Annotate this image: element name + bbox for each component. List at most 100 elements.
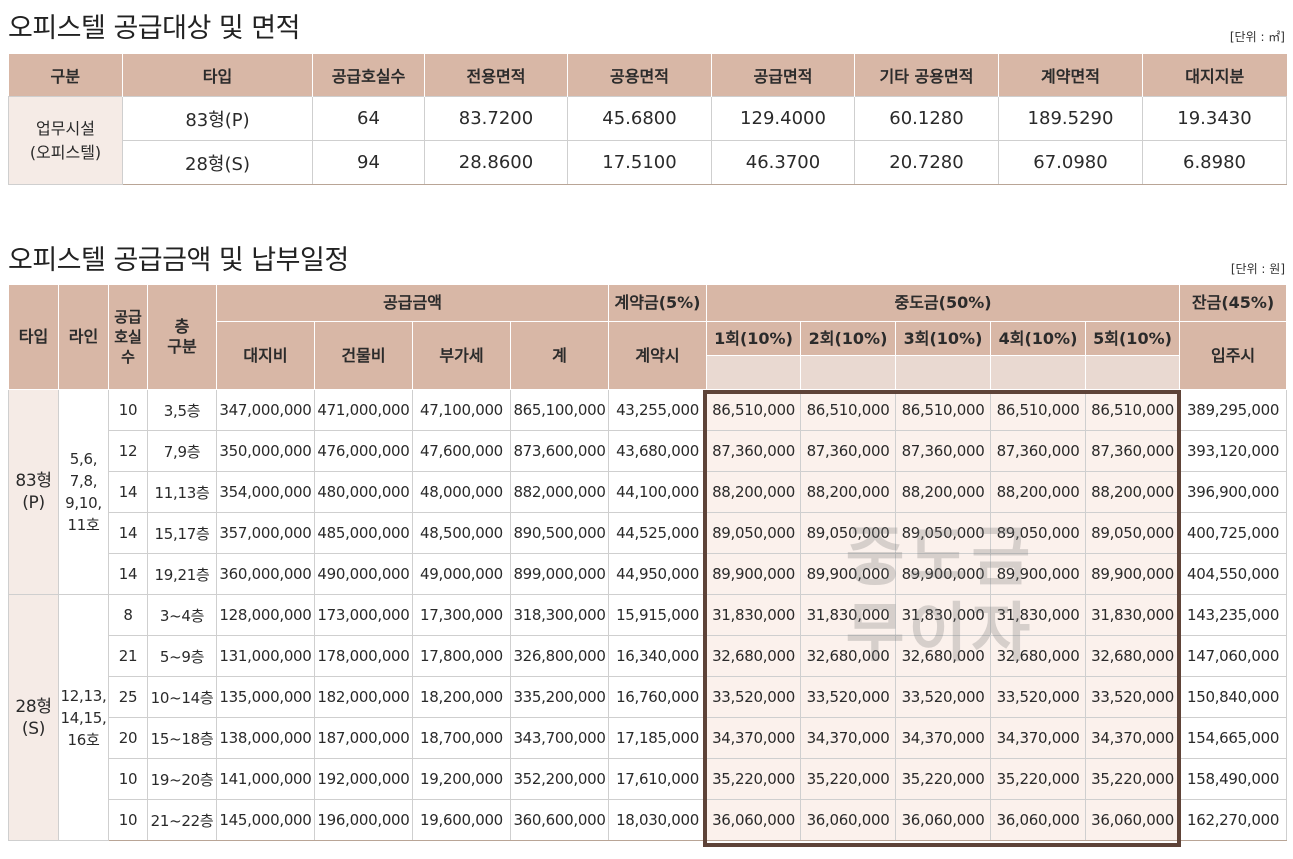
table-cell: 485,000,000 — [314, 512, 413, 554]
table-row: 14 11,13층 354,000,000 480,000,000 48,000,000… — [9, 471, 1288, 513]
table-cell: 18,030,000 — [608, 799, 708, 841]
table-cell: 11,13층 — [147, 471, 217, 513]
table-cell: 31,830,000 — [895, 594, 992, 636]
table-cell: 357,000,000 — [216, 512, 315, 554]
table-cell: 88,200,000 — [800, 471, 897, 513]
col-header: 공용면적 — [567, 54, 712, 97]
col-header: 계약면적 — [998, 54, 1143, 97]
table-cell: 88,200,000 — [990, 471, 1087, 513]
table-cell: 15,17층 — [147, 512, 217, 554]
col-header: 기타 공용면적 — [854, 54, 999, 97]
table-cell: 154,665,000 — [1179, 717, 1288, 759]
table-cell: 89,050,000 — [1085, 512, 1181, 554]
table-cell: 5~9층 — [147, 635, 217, 677]
table-cell: 35,220,000 — [800, 758, 897, 800]
table-cell: 89,050,000 — [990, 512, 1087, 554]
table-cell: 35,220,000 — [895, 758, 992, 800]
col-header-blank — [895, 355, 992, 390]
table-cell: 44,525,000 — [608, 512, 708, 554]
table-cell: 33,520,000 — [1085, 676, 1181, 718]
table-row: 12 7,9층 350,000,000 476,000,000 47,600,000 87… — [9, 430, 1288, 472]
table-cell: 88,200,000 — [895, 471, 992, 513]
col-header-building: 건물비 — [314, 321, 413, 390]
table-cell: 131,000,000 — [216, 635, 315, 677]
table-row: 업무시설 (오피스텔) 83형(P) 64 83.7200 45.6800 12… — [8, 96, 1287, 185]
area-table-header: 구분 타입 공급호실수 전용면적 공용면적 공급면적 기타 공용면적 계약면적 … — [8, 54, 1287, 97]
table-cell: 47,100,000 — [412, 389, 511, 431]
type-cell: 83형 (P) — [8, 389, 59, 595]
table-cell: 89,900,000 — [895, 553, 992, 595]
col-header-total: 계 — [509, 321, 610, 390]
table-cell: 18,200,000 — [412, 676, 511, 718]
table-cell: 20 — [108, 717, 148, 759]
table-cell: 17,610,000 — [608, 758, 708, 800]
col-header-blank — [706, 355, 802, 390]
section2-title: 오피스텔 공급금액 및 납부일정 — [8, 245, 349, 276]
col-header-m1: 1회(10%) — [706, 321, 802, 356]
table-cell: 10 — [108, 758, 148, 800]
table-cell: 89,050,000 — [706, 512, 802, 554]
table-cell: 16,760,000 — [608, 676, 708, 718]
table-cell: 476,000,000 — [314, 430, 413, 472]
table-cell: 32,680,000 — [706, 635, 802, 677]
table-cell: 326,800,000 — [509, 635, 610, 677]
table-row: 21 5~9층 131,000,000 178,000,000 17,800,000 32… — [9, 635, 1288, 677]
col-header: 공급호실수 — [312, 54, 425, 97]
table-cell: 86,510,000 — [895, 389, 992, 431]
table-cell: 865,100,000 — [509, 389, 610, 431]
table-cell: 48,500,000 — [412, 512, 511, 554]
table-cell: 33,520,000 — [800, 676, 897, 718]
table-cell: 32,680,000 — [800, 635, 897, 677]
table-cell: 49,000,000 — [412, 553, 511, 595]
table-cell: 196,000,000 — [314, 799, 413, 841]
col-header-m4: 4회(10%) — [990, 321, 1087, 356]
table-cell: 34,370,000 — [800, 717, 897, 759]
table-cell: 46.3700 — [711, 140, 855, 185]
col-header-balance-sub: 입주시 — [1179, 321, 1288, 390]
table-cell: 48,000,000 — [412, 471, 511, 513]
col-header-m3: 3회(10%) — [895, 321, 992, 356]
table-cell: 35,220,000 — [1085, 758, 1181, 800]
table-cell: 135,000,000 — [216, 676, 315, 718]
table-cell: 64 — [312, 96, 425, 141]
table-cell: 32,680,000 — [990, 635, 1087, 677]
table-cell: 86,510,000 — [990, 389, 1087, 431]
table-cell: 480,000,000 — [314, 471, 413, 513]
table-cell: 182,000,000 — [314, 676, 413, 718]
table-cell: 899,000,000 — [509, 553, 610, 595]
table-cell: 19,200,000 — [412, 758, 511, 800]
table-cell: 347,000,000 — [216, 389, 315, 431]
table-cell: 14 — [108, 553, 148, 595]
col-header-deposit: 계약금(5%) — [608, 284, 708, 322]
table-cell: 145,000,000 — [216, 799, 315, 841]
table-cell: 873,600,000 — [509, 430, 610, 472]
table-cell: 45.6800 — [567, 96, 712, 141]
table-cell: 3,5층 — [147, 389, 217, 431]
table-cell: 20.7280 — [854, 140, 999, 185]
table-cell: 47,600,000 — [412, 430, 511, 472]
table-cell: 10~14층 — [147, 676, 217, 718]
col-header: 공급면적 — [711, 54, 855, 97]
table-row: 10 21~22층 145,000,000 196,000,000 19,600,000… — [9, 799, 1288, 841]
table-cell: 158,490,000 — [1179, 758, 1288, 800]
col-header-middle: 중도금(50%) — [706, 284, 1181, 322]
table-cell: 14 — [108, 512, 148, 554]
table-cell: 87,360,000 — [895, 430, 992, 472]
col-header-blank — [990, 355, 1087, 390]
table-cell: 44,100,000 — [608, 471, 708, 513]
col-header-blank — [1085, 355, 1181, 390]
table-cell: 890,500,000 — [509, 512, 610, 554]
table-cell: 352,200,000 — [509, 758, 610, 800]
table-cell: 43,680,000 — [608, 430, 708, 472]
table-cell: 471,000,000 — [314, 389, 413, 431]
table-cell: 88,200,000 — [706, 471, 802, 513]
table-cell: 25 — [108, 676, 148, 718]
table-cell: 19~20층 — [147, 758, 217, 800]
col-header-units: 공급 호실 수 — [108, 284, 148, 390]
table-row: 14 19,21층 360,000,000 490,000,000 49,000,000… — [9, 553, 1288, 595]
table-cell: 360,000,000 — [216, 553, 315, 595]
table-cell: 43,255,000 — [608, 389, 708, 431]
table-cell: 89,900,000 — [800, 553, 897, 595]
table-cell: 17,300,000 — [412, 594, 511, 636]
table-row: 28형(S) 94 28.8600 17.5100 46.3700 20.728… — [9, 140, 1287, 185]
